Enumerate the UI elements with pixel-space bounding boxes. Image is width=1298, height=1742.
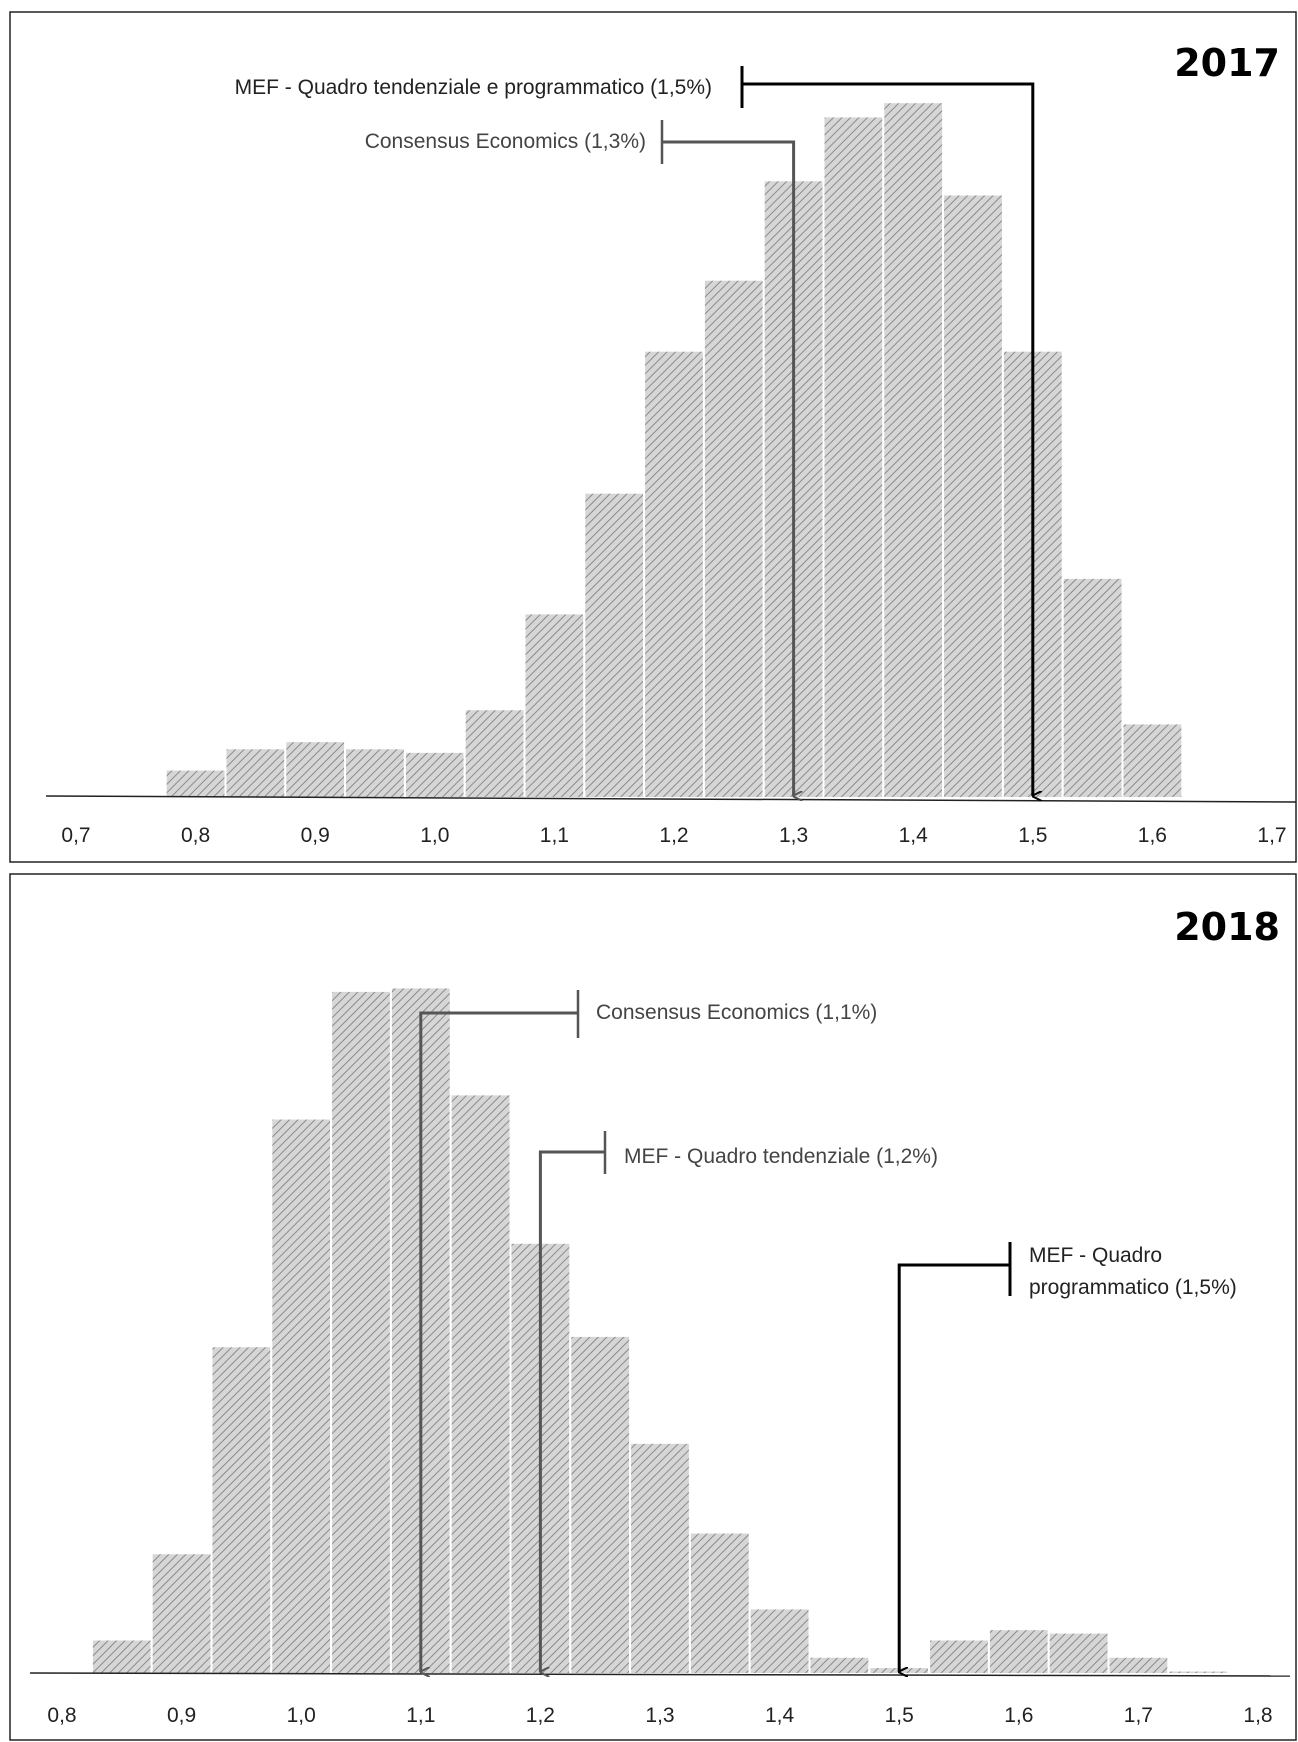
panel-2018: 2018 0,8 0,9 1,0 1,1 1,2 1,3 1,4 1,5 1,6 1,7 1,8 C… — [29, 905, 1291, 1727]
panel-2017-frame — [9, 11, 1297, 863]
histogram-bar — [330, 989, 392, 1675]
annotation-label: Consensus Economics (1,1%) — [596, 1001, 877, 1024]
x-tick-label: 1,6 — [1004, 1704, 1033, 1727]
histogram-bar — [987, 1628, 1050, 1676]
histogram-bar — [210, 1345, 273, 1675]
annotations-2017: MEF - Quadro tendenziale e programmatico… — [235, 66, 1033, 796]
histogram-bar — [1061, 576, 1124, 800]
x-tick-label: 1,3 — [645, 1704, 674, 1727]
x-tick-label: 1,1 — [406, 1704, 435, 1727]
histogram-bar — [284, 740, 347, 800]
x-tick-label: 0,9 — [301, 824, 330, 847]
annotation-arrow — [538, 1150, 605, 1672]
x-tick-labels-2018: 0,8 0,9 1,0 1,1 1,2 1,3 1,4 1,5 1,6 1,7 1,8 — [47, 1704, 1272, 1727]
histogram-bar — [150, 1552, 213, 1675]
x-tick-label: 1,8 — [1243, 1704, 1272, 1727]
x-tick-label: 0,8 — [181, 824, 210, 847]
x-tick-label: 0,7 — [61, 824, 90, 847]
x-axis-line — [45, 795, 1297, 803]
annotation-arrow — [742, 82, 1033, 796]
histogram-bar — [583, 491, 646, 799]
x-tick-label: 1,4 — [765, 1704, 795, 1727]
histogram-bar — [449, 1093, 512, 1675]
annotation-label: MEF - Quadro tendenziale e programmatico… — [235, 76, 712, 99]
histogram-bar — [1167, 1669, 1230, 1676]
x-tick-label: 0,8 — [47, 1704, 76, 1727]
histogram-bar — [882, 101, 945, 799]
x-tick-label: 1,2 — [659, 824, 688, 847]
x-tick-label: 1,4 — [899, 824, 929, 847]
annotation-label: MEF - Quadro tendenziale (1,2%) — [624, 1145, 938, 1168]
chart-title: 2017 — [1174, 41, 1280, 85]
annotation-arrow — [662, 140, 794, 796]
x-tick-label: 1,2 — [526, 1704, 555, 1727]
histogram-bar — [1107, 1655, 1170, 1675]
histogram-bar — [702, 278, 765, 799]
annotation-label: MEF - Quadro — [1029, 1244, 1162, 1267]
histogram-bar — [523, 612, 586, 800]
histogram-bar — [822, 115, 885, 799]
histogram-bar — [1047, 1631, 1110, 1675]
histogram-bar — [942, 193, 1004, 799]
histogram-bar — [344, 747, 406, 799]
annotation-label: programmatico (1,5%) — [1029, 1276, 1237, 1299]
histogram-bar — [224, 747, 287, 799]
x-tick-label: 1,6 — [1138, 824, 1167, 847]
histogram-bar — [403, 750, 466, 799]
x-tick-label: 1,0 — [287, 1704, 316, 1727]
histogram-bar — [629, 1441, 691, 1675]
x-tick-labels-2017: 0,7 0,8 0,9 1,0 1,1 1,2 1,3 1,4 1,5 1,6 1,7 — [61, 824, 1286, 847]
histogram-bar — [808, 1655, 871, 1675]
annotation-label: Consensus Economics (1,3%) — [365, 130, 646, 153]
histogram-bar — [688, 1531, 751, 1676]
annotation-arrow — [419, 1011, 578, 1672]
bars-2018 — [90, 986, 1230, 1676]
x-tick-label: 1,3 — [779, 824, 808, 847]
x-tick-label: 1,7 — [1257, 824, 1286, 847]
x-tick-label: 1,5 — [885, 1704, 914, 1727]
histogram-bar — [748, 1607, 811, 1675]
chart-title: 2018 — [1174, 905, 1280, 949]
annotation-arrow — [897, 1263, 1010, 1672]
bars-2017 — [164, 101, 1184, 800]
histogram-bar — [463, 708, 526, 799]
x-tick-label: 1,1 — [540, 824, 569, 847]
x-axis-line — [29, 1672, 1291, 1677]
histogram-bar — [643, 349, 705, 799]
histogram-bar — [928, 1638, 990, 1675]
histogram-bar — [569, 1334, 632, 1676]
panel-2017: 2017 0,7 0,8 0,9 1,0 1,1 1,2 1,3 1,4 1,5 1,6 1,7 M… — [45, 41, 1297, 847]
histogram-bar — [90, 1638, 153, 1675]
x-tick-label: 1,0 — [420, 824, 449, 847]
annotations-2018: Consensus Economics (1,1%) MEF - Quadro … — [419, 990, 1237, 1672]
histogram-bar — [164, 768, 227, 799]
histogram-bar — [1121, 722, 1184, 800]
panel-2018-frame — [9, 873, 1297, 1741]
histogram-bar — [270, 1117, 333, 1676]
x-tick-label: 1,5 — [1018, 824, 1047, 847]
x-tick-label: 1,7 — [1124, 1704, 1153, 1727]
x-tick-label: 0,9 — [167, 1704, 196, 1727]
